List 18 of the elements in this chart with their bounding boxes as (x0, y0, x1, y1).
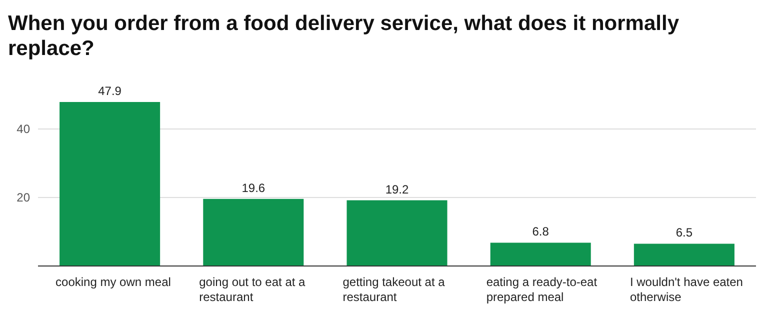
x-tick-label: getting takeout at a restaurant (342, 275, 446, 304)
data-label: 47.9 (98, 84, 122, 98)
bar (60, 102, 160, 266)
chart-title: When you order from a food delivery service, what does it normally replace? (8, 12, 680, 60)
data-label: 6.8 (532, 224, 550, 239)
bar (203, 198, 304, 266)
y-tick-label: 40 (16, 122, 30, 136)
data-label: 19.6 (242, 180, 266, 195)
x-tick-label: eating a ready-to-eat prepared meal (486, 275, 598, 304)
x-tick-label: I wouldn't have eaten otherwise (630, 275, 743, 304)
bar (346, 200, 448, 266)
y-tick-label: 20 (16, 190, 30, 205)
x-tick-label: cooking my own meal (56, 275, 171, 289)
x-tick-label: going out to eat at a restaurant (199, 275, 306, 304)
bar (634, 244, 734, 266)
data-label: 19.2 (385, 182, 409, 196)
data-label: 6.5 (676, 226, 693, 240)
bar (490, 242, 591, 266)
